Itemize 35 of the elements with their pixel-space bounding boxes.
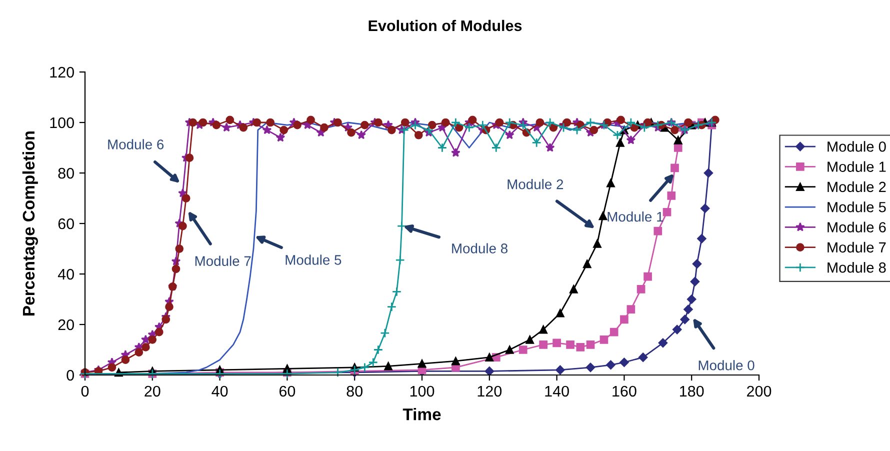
legend-label: Module 6 xyxy=(828,222,886,232)
annotation: Module 6 xyxy=(108,139,164,150)
annotation: Module 5 xyxy=(286,254,342,265)
x-tick-label: 20 xyxy=(144,386,160,397)
x-tick-label: 120 xyxy=(478,386,502,397)
annotation: Module 0 xyxy=(698,360,754,370)
legend-label: Module 7 xyxy=(828,242,886,253)
annotation: Module 1 xyxy=(608,211,664,222)
legend-label: Module 1 xyxy=(828,161,886,172)
y-tick-label: 40 xyxy=(58,268,74,280)
x-tick-label: 40 xyxy=(212,386,228,397)
legend-label: Module 2 xyxy=(828,181,886,192)
legend-label: Module 8 xyxy=(828,262,886,273)
y-tick-label: 120 xyxy=(50,66,74,78)
legend-label: Module 5 xyxy=(828,202,886,212)
x-tick-label: 200 xyxy=(747,386,772,397)
x-tick-label: 160 xyxy=(612,386,636,397)
x-tick-label: 60 xyxy=(279,386,296,397)
x-tick-label: 180 xyxy=(680,386,704,397)
y-tick-label: 20 xyxy=(58,319,74,330)
x-tick-label: 0 xyxy=(81,386,89,397)
y-tick-label: 0 xyxy=(66,370,74,381)
x-tick-label: 100 xyxy=(410,386,434,397)
y-axis-title: Percentage Completion xyxy=(22,131,38,316)
y-tick-label: 60 xyxy=(58,218,74,230)
x-axis-title: Time xyxy=(402,408,441,420)
x-tick-label: 80 xyxy=(346,386,362,397)
y-tick-label: 100 xyxy=(50,117,74,128)
annotation: Module 8 xyxy=(452,243,508,254)
annotation: Module 2 xyxy=(508,179,564,190)
y-tick-label: 80 xyxy=(58,168,74,179)
chart-title: Evolution of Modules xyxy=(368,20,522,32)
annotation: Module 7 xyxy=(195,256,251,266)
legend-label: Module 0 xyxy=(828,141,886,152)
x-tick-label: 140 xyxy=(545,386,569,397)
